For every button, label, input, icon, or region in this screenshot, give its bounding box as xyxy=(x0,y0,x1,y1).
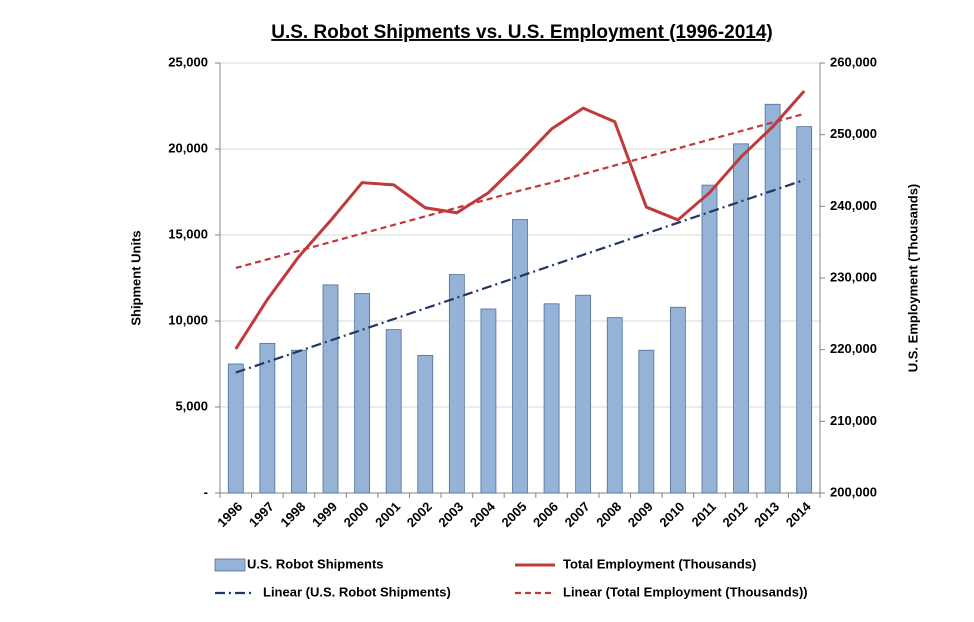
legend-label: Total Employment (Thousands) xyxy=(563,556,756,571)
y-axis-label: Shipment Units xyxy=(128,230,143,325)
x-tick-label: 2009 xyxy=(625,499,656,530)
bar xyxy=(575,294,592,494)
trend-line xyxy=(235,178,805,374)
x-tick-label: 2006 xyxy=(530,499,561,530)
x-tick-label: 2003 xyxy=(435,499,466,530)
x-tick-label: 1996 xyxy=(214,499,245,530)
trend-line xyxy=(235,112,805,270)
y2-axis-label: U.S. Employment (Thousands) xyxy=(905,184,920,373)
y2-tick-label: 210,000 xyxy=(830,413,877,428)
x-tick-label: 2005 xyxy=(498,499,529,530)
x-tick-label: 2000 xyxy=(341,499,372,530)
bar xyxy=(733,143,749,494)
y2-tick-label: 240,000 xyxy=(830,198,877,213)
bar xyxy=(543,303,560,494)
chart-title: U.S. Robot Shipments vs. U.S. Employment… xyxy=(271,22,773,43)
bar xyxy=(638,349,655,494)
x-tick-label: 1998 xyxy=(277,499,308,530)
y-tick-label: - xyxy=(204,484,208,499)
x-tick-label: 2013 xyxy=(751,499,782,530)
bar xyxy=(764,103,781,494)
bar xyxy=(385,329,402,494)
y2-tick-label: 200,000 xyxy=(830,484,877,499)
legend-label: Linear (U.S. Robot Shipments) xyxy=(263,584,451,599)
bar xyxy=(512,219,528,494)
legend-label: U.S. Robot Shipments xyxy=(247,556,384,571)
bar xyxy=(796,126,813,494)
bar xyxy=(322,284,339,494)
x-tick-label: 1999 xyxy=(309,499,340,530)
bar xyxy=(701,184,718,494)
x-tick-label: 1997 xyxy=(246,499,277,530)
y2-tick-label: 250,000 xyxy=(830,126,877,141)
bar xyxy=(606,317,623,494)
y-tick-label: 25,000 xyxy=(168,54,208,69)
y-tick-label: 10,000 xyxy=(168,312,208,327)
x-tick-label: 2008 xyxy=(593,499,624,530)
y-tick-label: 5,000 xyxy=(175,398,208,413)
legend-swatch xyxy=(214,558,246,572)
bar xyxy=(259,342,276,494)
y2-tick-label: 220,000 xyxy=(830,341,877,356)
x-tick-label: 2002 xyxy=(404,499,435,530)
x-tick-label: 2012 xyxy=(720,499,751,530)
bar xyxy=(354,293,371,494)
x-tick-label: 2001 xyxy=(372,499,403,530)
x-tick-label: 2004 xyxy=(467,498,499,530)
bar xyxy=(291,349,307,494)
y-tick-label: 15,000 xyxy=(168,226,208,241)
legend-label: Linear (Total Employment (Thousands)) xyxy=(563,584,808,599)
y-tick-label: 20,000 xyxy=(168,140,208,155)
bar xyxy=(480,308,497,494)
x-tick-label: 2010 xyxy=(656,499,687,530)
bar xyxy=(227,363,244,494)
bar xyxy=(417,354,434,494)
bar xyxy=(448,274,465,494)
x-tick-label: 2011 xyxy=(688,499,719,530)
line xyxy=(234,89,806,350)
y2-tick-label: 230,000 xyxy=(830,269,877,284)
bar xyxy=(669,306,686,494)
x-tick-label: 2014 xyxy=(783,498,815,530)
x-tick-label: 2007 xyxy=(562,499,593,530)
y2-tick-label: 260,000 xyxy=(830,54,877,69)
